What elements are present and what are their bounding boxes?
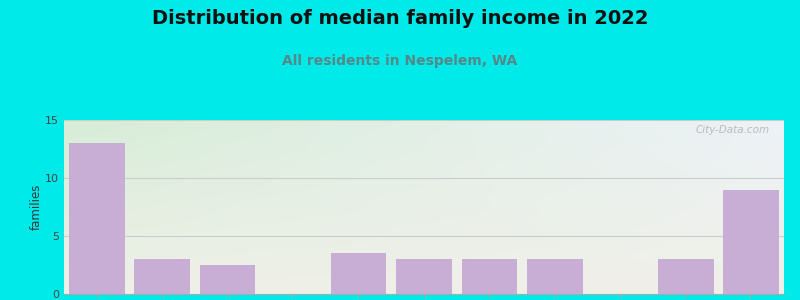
Bar (200, 265, 255, 294)
Bar (527, 259, 582, 294)
Bar (658, 259, 714, 294)
Bar (396, 259, 452, 294)
Bar (330, 254, 386, 294)
Text: All residents in Nespelem, WA: All residents in Nespelem, WA (282, 54, 518, 68)
Bar (723, 190, 779, 294)
Bar (462, 259, 518, 294)
Text: Distribution of median family income in 2022: Distribution of median family income in … (152, 9, 648, 28)
Bar (69, 143, 125, 294)
Text: City-Data.com: City-Data.com (695, 125, 770, 135)
Y-axis label: families: families (30, 184, 42, 230)
Bar (134, 259, 190, 294)
